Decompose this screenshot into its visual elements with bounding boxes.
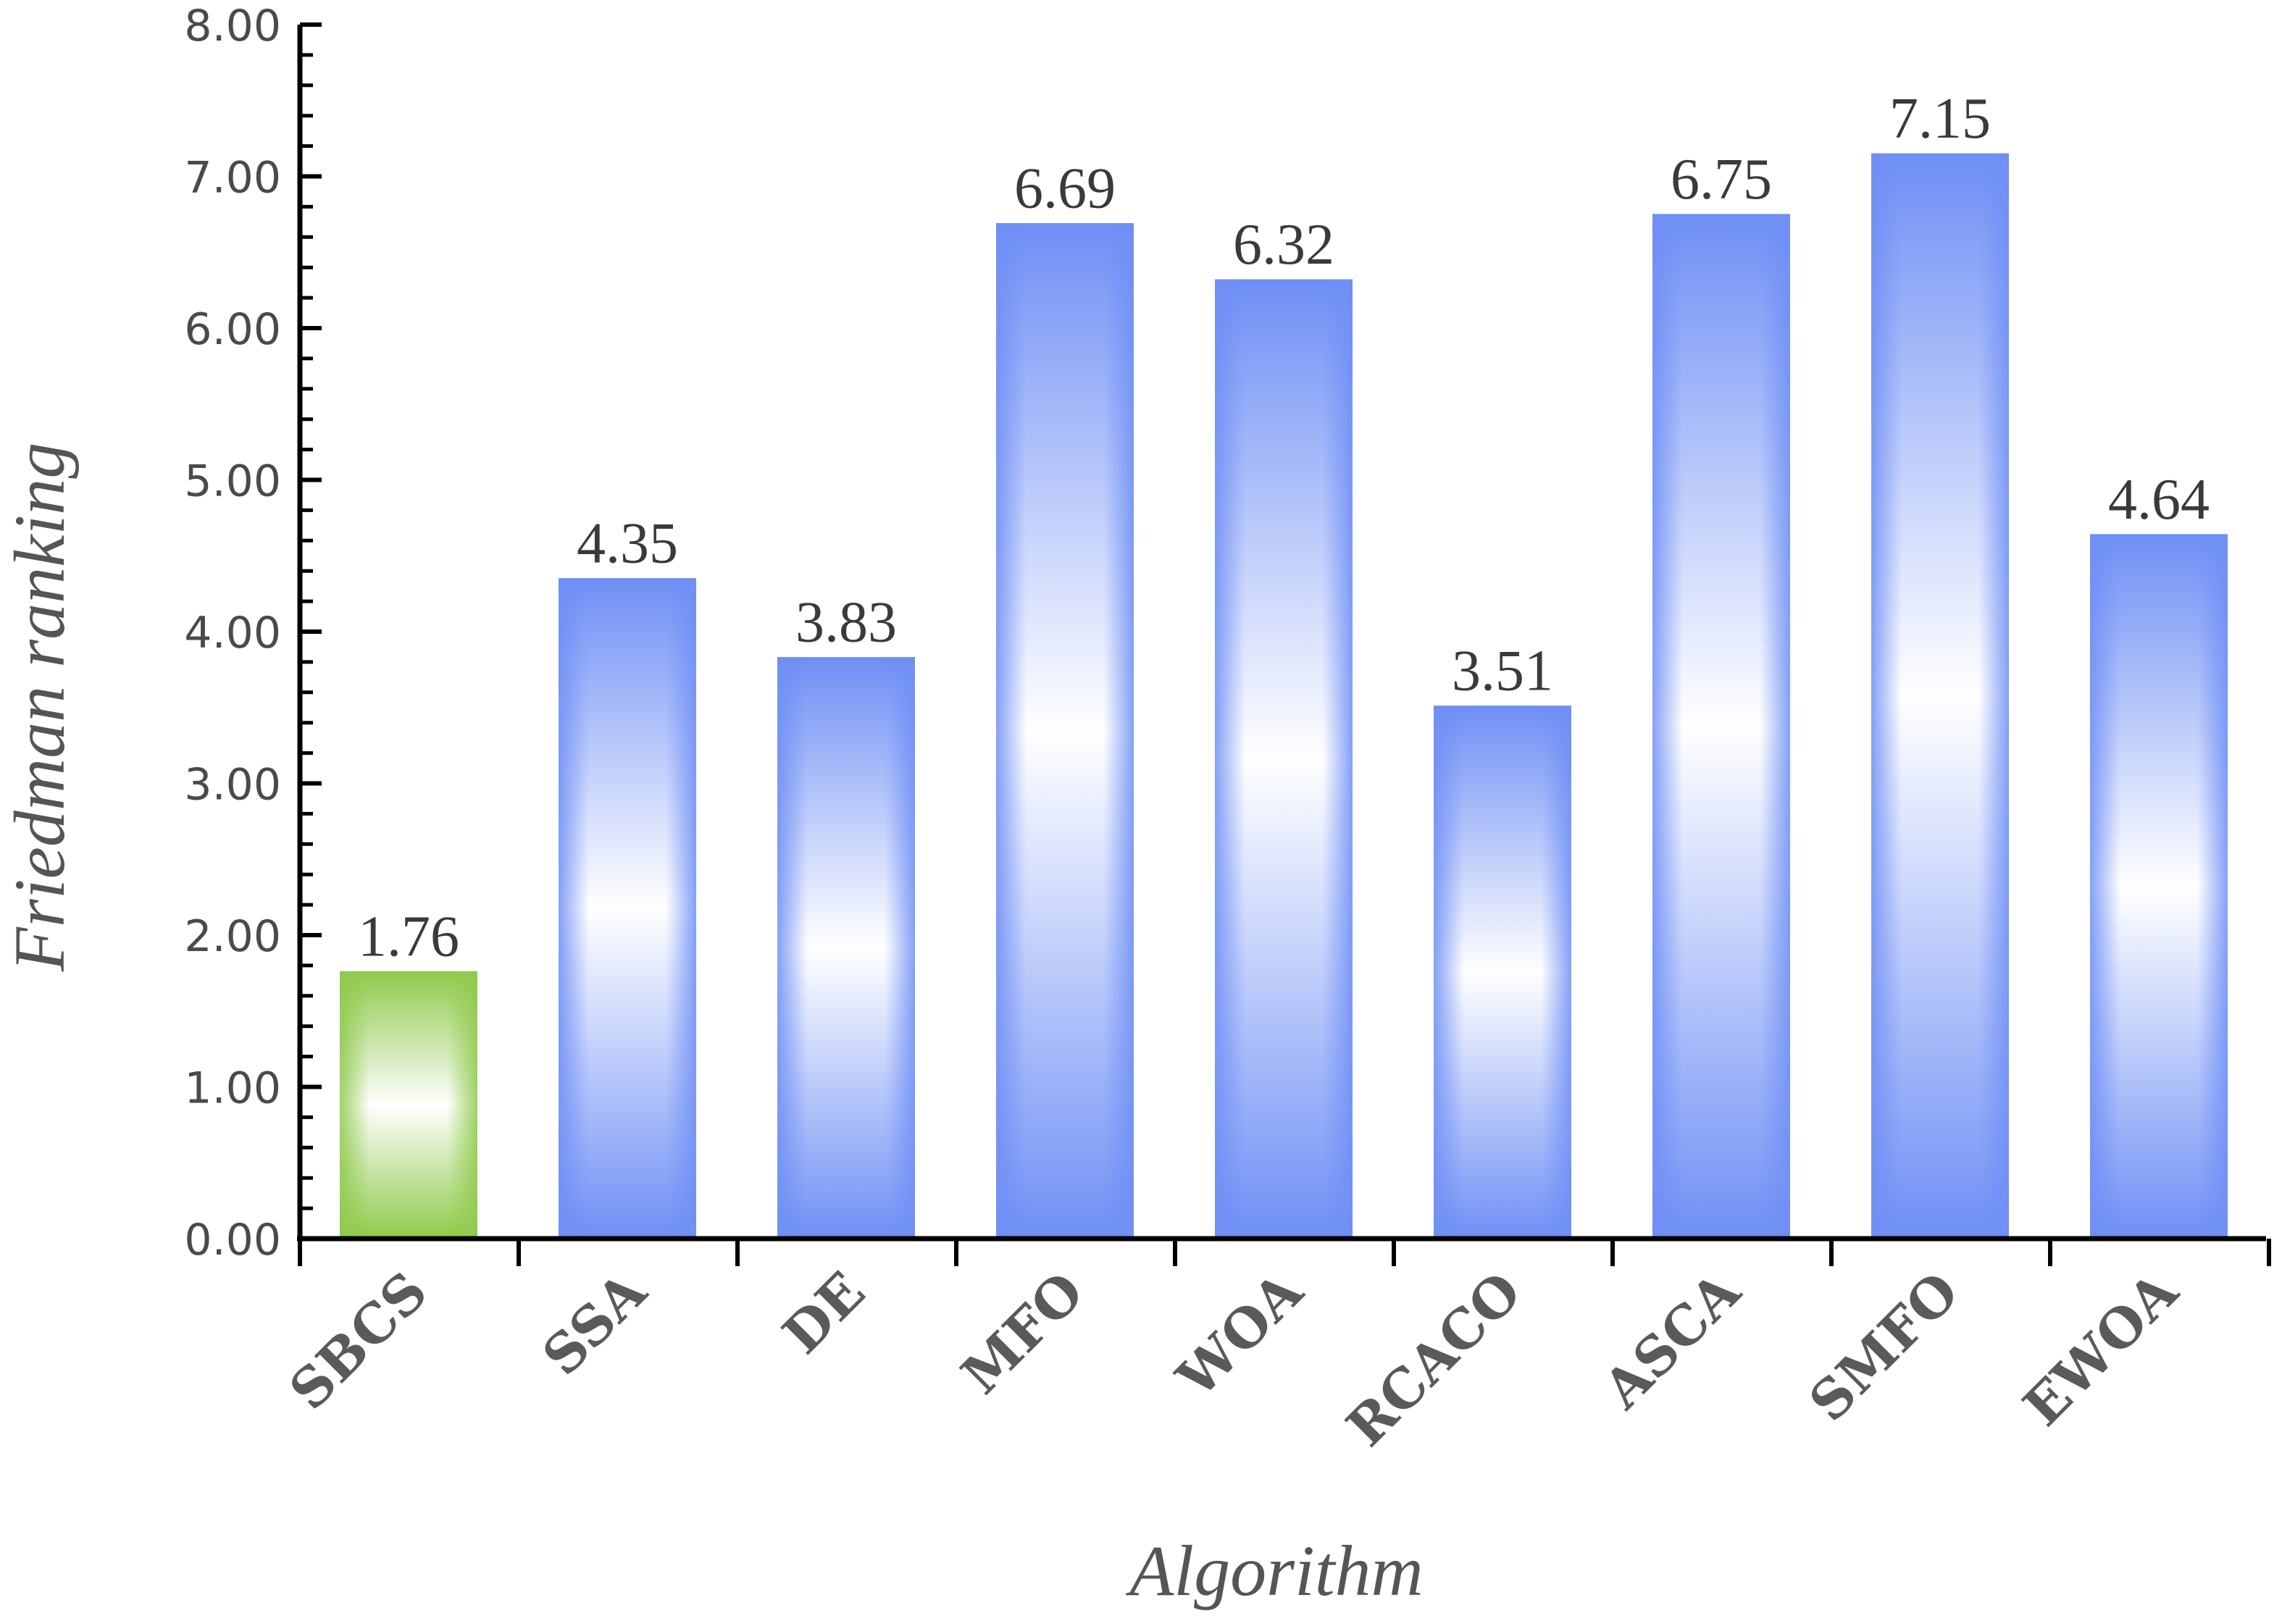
- data-labels: 1.76 4.35 3.83 6.69 6.32 3.51 6.75 7.15 4.64: [358, 87, 2210, 968]
- data-label-sbcs: 1.76: [358, 905, 459, 968]
- bar-smfo: [1871, 153, 2009, 1239]
- bar-rcaco: [1434, 706, 1571, 1239]
- y-tick-label: 5.00: [184, 456, 281, 507]
- data-label-smfo: 7.15: [1889, 87, 1991, 151]
- data-label-ewoa: 4.64: [2108, 468, 2210, 532]
- bar-shade: [996, 223, 1134, 1239]
- bar-shade: [2090, 534, 2228, 1239]
- y-tick-label: 1.00: [184, 1063, 281, 1114]
- y-tick-label: 0.00: [184, 1215, 281, 1265]
- data-label-de: 3.83: [795, 591, 897, 655]
- x-ticks: SBCS SSA DE MFO WOA RCACO ASCA SMFO EWOA: [277, 1239, 2271, 1459]
- data-label-ssa: 4.35: [577, 512, 678, 576]
- x-tick-label-ewoa: EWOA: [2012, 1260, 2191, 1439]
- bar-shade: [1215, 279, 1353, 1239]
- x-tick-label-ssa: SSA: [531, 1260, 659, 1388]
- y-tick-label: 7.00: [184, 153, 281, 204]
- y-tick-label: 4.00: [184, 608, 281, 658]
- bar-shade: [340, 971, 477, 1239]
- bar-shade: [777, 657, 915, 1239]
- bars-layer: [340, 153, 2228, 1239]
- x-tick-label-asca: ASCA: [1592, 1260, 1753, 1421]
- y-tick-label: 3.00: [184, 760, 281, 811]
- x-tick-label-rcaco: RCACO: [1335, 1260, 1534, 1459]
- y-ticks: 0.00 1.00 2.00 3.00 4.00 5.00 6.00 7.00 8.00: [184, 1, 322, 1265]
- bar-shade: [1652, 214, 1790, 1239]
- bar-woa: [1215, 279, 1353, 1239]
- x-tick-label-smfo: SMFO: [1797, 1260, 1970, 1433]
- bar-shade: [1434, 706, 1571, 1239]
- x-tick-label-sbcs: SBCS: [277, 1260, 439, 1422]
- bar-de: [777, 657, 915, 1239]
- x-axis-title: Algorithm: [1125, 1531, 1424, 1611]
- y-axis-title: Friedman ranking: [0, 443, 80, 972]
- bar-ssa: [559, 578, 696, 1239]
- y-tick-label: 8.00: [184, 1, 281, 51]
- data-label-mfo: 6.69: [1014, 156, 1116, 220]
- data-label-asca: 6.75: [1671, 148, 1772, 212]
- x-tick-label-mfo: MFO: [950, 1260, 1095, 1406]
- bar-ewoa: [2090, 534, 2228, 1239]
- data-label-woa: 6.32: [1233, 213, 1334, 277]
- bar-sbcs: [340, 971, 477, 1239]
- x-tick-label-de: DE: [772, 1260, 877, 1366]
- x-tick-label-woa: WOA: [1165, 1260, 1316, 1410]
- bar-mfo: [996, 222, 1134, 1239]
- y-tick-label: 6.00: [184, 304, 281, 355]
- bar-shade: [1871, 154, 2009, 1239]
- bar-asca: [1652, 214, 1790, 1239]
- y-tick-label: 2.00: [184, 911, 281, 962]
- bar-shade: [559, 578, 696, 1239]
- data-label-rcaco: 3.51: [1452, 640, 1553, 703]
